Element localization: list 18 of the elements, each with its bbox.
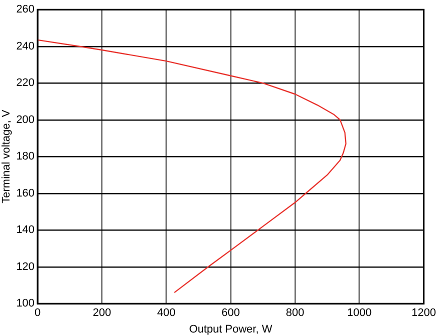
y-tick-label: 160	[16, 187, 35, 200]
x-axis-title: Output Power, W	[189, 323, 273, 336]
x-tick-label: 1200	[412, 307, 436, 320]
x-tick-label: 1000	[347, 307, 372, 320]
y-tick-label: 200	[16, 114, 35, 126]
y-tick-label: 240	[16, 40, 35, 52]
y-tick-label: 180	[16, 150, 35, 163]
y-tick-label: 220	[16, 77, 35, 90]
y-tick-label: 140	[16, 224, 35, 236]
y-tick-label: 100	[16, 298, 35, 310]
x-tick-label: 200	[92, 307, 112, 320]
x-tick-label: 800	[286, 307, 304, 320]
x-tick-label: 0	[34, 307, 41, 320]
y-axis-title: Terminal voltage, V	[0, 109, 13, 204]
x-tick-label: 400	[157, 307, 176, 320]
x-tick-label: 600	[221, 307, 240, 320]
y-tick-label: 260	[16, 4, 35, 16]
y-tick-label: 120	[16, 260, 35, 273]
